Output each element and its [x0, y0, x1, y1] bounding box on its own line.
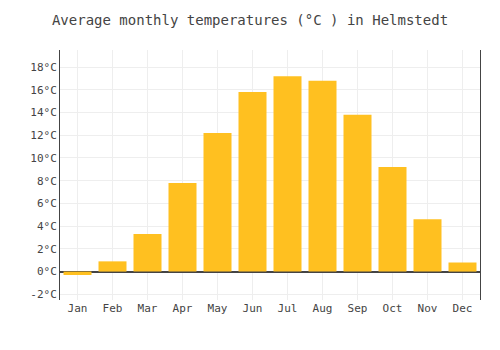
svg-text:Oct: Oct: [383, 302, 403, 315]
svg-text:Jul: Jul: [278, 302, 298, 315]
svg-text:0°C: 0°C: [37, 265, 57, 278]
svg-text:Feb: Feb: [103, 302, 123, 315]
svg-text:May: May: [208, 302, 228, 315]
svg-text:Aug: Aug: [313, 302, 333, 315]
svg-text:Mar: Mar: [138, 302, 158, 315]
svg-text:8°C: 8°C: [37, 175, 57, 188]
svg-text:14°C: 14°C: [30, 106, 57, 119]
svg-text:Jan: Jan: [68, 302, 88, 315]
svg-text:16°C: 16°C: [30, 84, 57, 97]
svg-text:Sep: Sep: [348, 302, 368, 315]
svg-text:18°C: 18°C: [30, 61, 57, 74]
svg-text:2°C: 2°C: [37, 243, 57, 256]
svg-text:Jun: Jun: [243, 302, 263, 315]
svg-text:Apr: Apr: [173, 302, 193, 315]
svg-text:Average monthly temperatures (: Average monthly temperatures (°C ) in He…: [52, 12, 448, 28]
svg-text:6°C: 6°C: [37, 197, 57, 210]
svg-text:4°C: 4°C: [37, 220, 57, 233]
svg-text:10°C: 10°C: [30, 152, 57, 165]
svg-text:Dec: Dec: [453, 302, 473, 315]
svg-text:-2°C: -2°C: [30, 288, 57, 301]
svg-text:Nov: Nov: [418, 302, 438, 315]
svg-text:12°C: 12°C: [30, 129, 57, 142]
